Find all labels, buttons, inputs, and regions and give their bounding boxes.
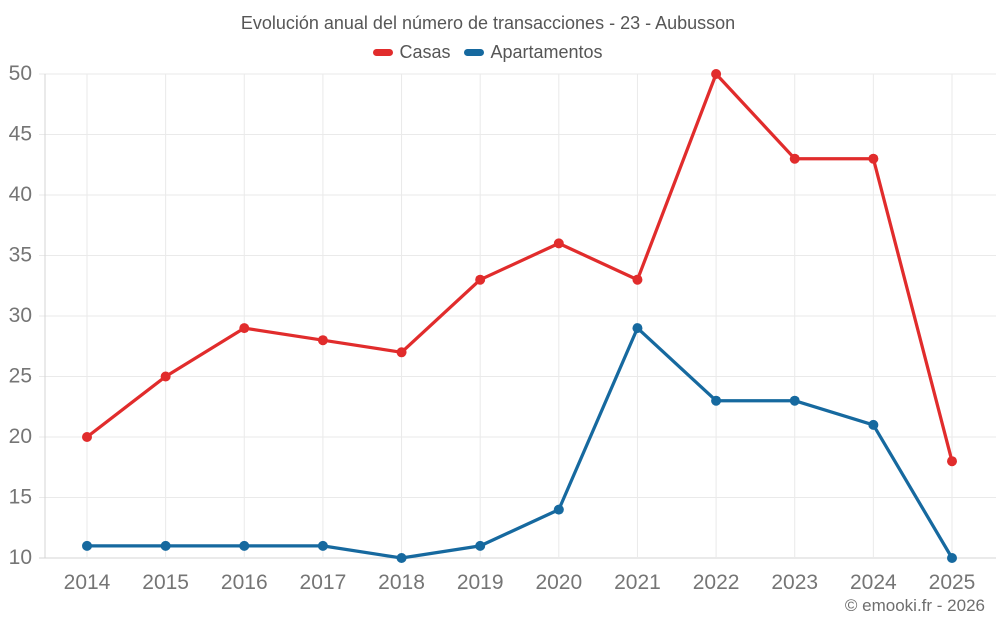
data-point-casas-2023[interactable]: [789, 153, 800, 164]
data-point-casas-2025[interactable]: [947, 456, 957, 467]
chart-legend: Casas Apartamentos: [0, 42, 976, 63]
data-point-apartamentos-2015[interactable]: [160, 540, 171, 551]
apartamentos-series-swatch-icon: [464, 49, 485, 56]
data-point-apartamentos-2016[interactable]: [239, 540, 250, 551]
legend-label-casas: Casas: [399, 42, 451, 62]
x-tick-label: 2018: [378, 571, 425, 594]
data-point-apartamentos-2014[interactable]: [82, 540, 92, 551]
y-tick-label: 35: [9, 244, 32, 267]
series-apartamentos: [82, 323, 957, 563]
data-point-casas-2018[interactable]: [396, 347, 407, 358]
data-point-casas-2017[interactable]: [317, 335, 328, 346]
x-tick-label: 2016: [221, 571, 268, 594]
y-tick-label: 50: [9, 62, 32, 85]
y-tick-label: 10: [9, 546, 32, 569]
legend-label-apartamentos: Apartamentos: [490, 42, 603, 62]
series-casas: [82, 69, 957, 467]
data-point-apartamentos-2018[interactable]: [396, 553, 407, 563]
y-tick-label: 20: [9, 425, 32, 448]
x-tick-label: 2022: [693, 571, 740, 594]
data-point-apartamentos-2021[interactable]: [632, 323, 643, 334]
data-point-apartamentos-2024[interactable]: [868, 419, 879, 430]
y-tick-label: 25: [9, 365, 32, 388]
data-point-apartamentos-2025[interactable]: [947, 553, 957, 563]
data-point-casas-2020[interactable]: [553, 238, 564, 249]
series-line-apartamentos: [85, 326, 954, 560]
data-point-casas-2015[interactable]: [160, 371, 171, 382]
legend-item-casas[interactable]: Casas: [373, 42, 450, 63]
x-tick-label: 2017: [300, 571, 347, 594]
x-tick-label: 2021: [614, 571, 661, 594]
data-point-casas-2019[interactable]: [475, 274, 486, 285]
x-tick-label: 2014: [64, 571, 111, 594]
series-line-casas: [85, 72, 954, 463]
data-point-apartamentos-2023[interactable]: [789, 395, 800, 406]
y-tick-label: 40: [9, 183, 32, 206]
y-tick-label: 30: [9, 304, 32, 327]
casas-series-swatch-icon: [373, 49, 394, 56]
data-point-casas-2024[interactable]: [868, 153, 879, 164]
data-point-casas-2021[interactable]: [632, 274, 643, 285]
x-tick-label: 2025: [929, 571, 976, 594]
data-point-casas-2016[interactable]: [239, 323, 250, 334]
data-point-apartamentos-2017[interactable]: [317, 540, 328, 551]
x-tick-label: 2020: [535, 571, 582, 594]
x-tick-label: 2023: [771, 571, 818, 594]
data-point-apartamentos-2019[interactable]: [475, 540, 486, 551]
x-tick-label: 2015: [142, 571, 189, 594]
page-title: Evolución anual del número de transaccio…: [240, 13, 736, 33]
data-point-apartamentos-2022[interactable]: [711, 395, 722, 406]
x-tick-label: 2024: [850, 571, 897, 594]
data-point-casas-2014[interactable]: [82, 432, 92, 442]
y-tick-label: 45: [9, 123, 32, 146]
x-tick-label: 2019: [457, 571, 504, 594]
data-point-apartamentos-2020[interactable]: [553, 504, 564, 515]
data-point-casas-2022[interactable]: [711, 69, 722, 79]
legend-item-apartamentos[interactable]: Apartamentos: [464, 42, 603, 63]
y-tick-label: 15: [9, 486, 32, 509]
watermark: © emooki.fr - 2026: [844, 596, 985, 615]
